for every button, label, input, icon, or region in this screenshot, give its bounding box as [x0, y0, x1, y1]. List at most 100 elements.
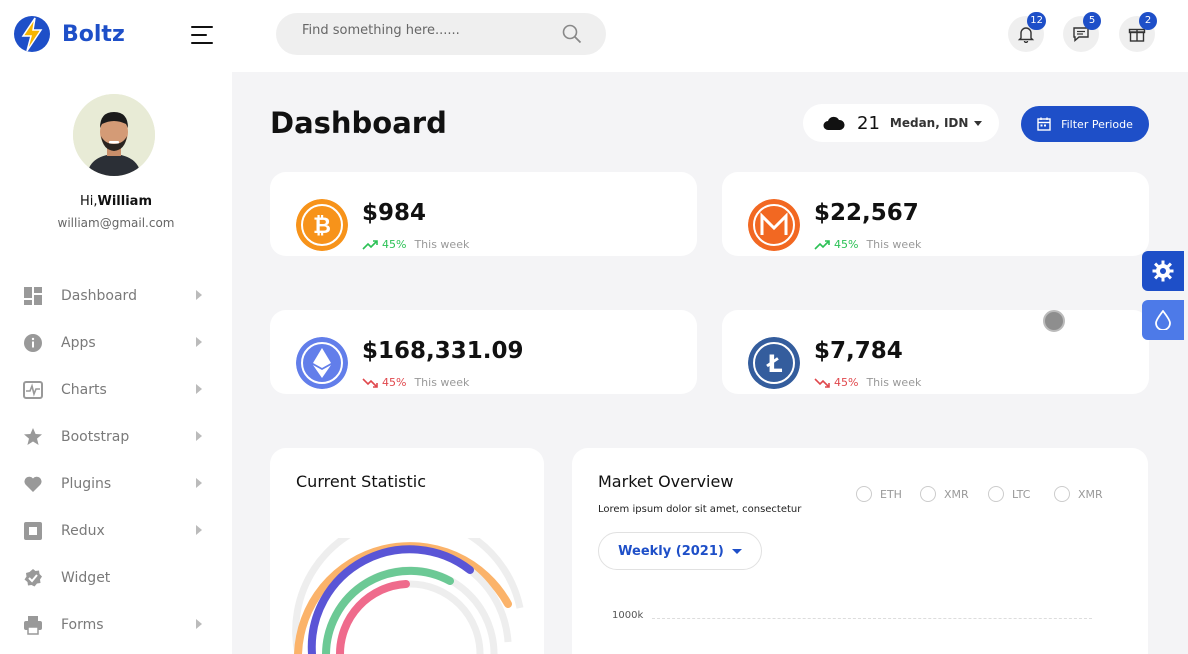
radio-eth[interactable]: ETH	[856, 486, 902, 502]
chevron-right-icon	[196, 384, 202, 394]
period-dropdown[interactable]: Weekly (2021)	[598, 532, 762, 570]
radio-ltc[interactable]: LTC	[988, 486, 1030, 502]
messages-button[interactable]: 5	[1063, 12, 1101, 52]
panel-subtitle: Lorem ipsum dolor sit amet, consectetur	[598, 504, 802, 515]
badge-check-icon	[22, 567, 44, 589]
trend-period: This week	[866, 376, 922, 389]
sidebar-item-bootstrap[interactable]: Bootstrap	[22, 413, 212, 460]
droplet-icon	[1155, 310, 1171, 330]
temperature: 21	[857, 112, 880, 134]
ring-purple	[307, 545, 474, 654]
monero-icon	[748, 199, 800, 251]
radio-label: LTC	[1012, 487, 1031, 501]
market-overview-panel: Market Overview Lorem ipsum dolor sit am…	[572, 448, 1148, 654]
radio-label: XMR	[944, 487, 969, 501]
gifts-button[interactable]: 2	[1119, 12, 1157, 52]
trend-info: 45% This week	[362, 238, 469, 251]
sidebar-item-plugins[interactable]: Plugins	[22, 460, 212, 507]
trend-percent: 45%	[834, 238, 859, 251]
settings-button[interactable]	[1142, 251, 1184, 291]
crypto-card-bitcoin[interactable]: ₿ $984 45% This week	[270, 172, 697, 256]
grid-icon	[22, 285, 44, 307]
page-title: Dashboard	[270, 106, 447, 140]
logo[interactable]: Boltz	[12, 14, 125, 54]
sidebar-item-forms[interactable]: Forms	[22, 601, 212, 648]
gear-icon	[1152, 260, 1174, 282]
crypto-card-litecoin[interactable]: Ł $7,784 45% This week	[722, 310, 1149, 394]
notification-count-badge: 12	[1027, 12, 1046, 30]
bitcoin-icon: ₿	[296, 199, 348, 251]
chevron-right-icon	[196, 619, 202, 629]
crypto-card-monero[interactable]: $22,567 45% This week	[722, 172, 1149, 256]
theme-color-button[interactable]	[1142, 300, 1184, 340]
panel-title: Current Statistic	[296, 472, 426, 491]
sidebar-item-label: Charts	[61, 381, 107, 398]
sidebar-item-apps[interactable]: Apps	[22, 319, 212, 366]
sidebar-item-redux[interactable]: Redux	[22, 507, 212, 554]
calendar-icon	[1037, 117, 1051, 131]
trend-up-icon	[814, 239, 830, 250]
trend-info: 45% This week	[814, 376, 921, 389]
mouse-cursor-indicator	[1043, 310, 1065, 332]
chevron-right-icon	[196, 337, 202, 347]
radio-circle	[988, 486, 1004, 502]
trend-down-icon	[814, 377, 830, 388]
menu-toggle-button[interactable]	[191, 26, 215, 46]
trend-period: This week	[866, 238, 922, 251]
user-email: william@gmail.com	[57, 216, 175, 230]
trend-up-icon	[362, 239, 378, 250]
top-bar: Boltz 12 5 2	[0, 0, 1188, 72]
weather-location-selector[interactable]: 21 Medan, IDN	[803, 104, 999, 142]
star-icon	[22, 426, 44, 448]
bolt-logo-icon	[14, 16, 50, 52]
hamburger-line	[191, 42, 213, 44]
grid-line	[652, 618, 1092, 619]
trend-percent: 45%	[834, 376, 859, 389]
notifications-button[interactable]: 12	[1008, 12, 1046, 52]
sidebar-item-widget[interactable]: Widget	[22, 554, 212, 601]
search-icon[interactable]	[562, 24, 582, 44]
greeting-text: Hi,	[79, 194, 98, 209]
radio-circle	[1054, 486, 1070, 502]
filter-label: Filter Periode	[1061, 117, 1133, 131]
gift-count-badge: 2	[1139, 12, 1157, 30]
trend-info: 45% This week	[814, 238, 921, 251]
app-name: Boltz	[62, 21, 125, 47]
filter-periode-button[interactable]: Filter Periode	[1021, 106, 1149, 142]
chevron-right-icon	[196, 431, 202, 441]
radio-label: XMR	[1078, 487, 1103, 501]
svg-text:Ł: Ł	[765, 350, 782, 378]
hamburger-line	[191, 34, 207, 36]
bell-icon	[1017, 27, 1035, 43]
search-input[interactable]	[302, 23, 552, 38]
sidebar-item-label: Dashboard	[61, 287, 137, 304]
chart-icon	[22, 379, 44, 401]
trend-period: This week	[414, 238, 470, 251]
radio-xmr-2[interactable]: XMR	[1054, 486, 1103, 502]
trend-percent: 45%	[382, 238, 407, 251]
period-label: Weekly (2021)	[618, 543, 724, 559]
chevron-right-icon	[196, 478, 202, 488]
printer-icon	[22, 614, 44, 636]
current-statistic-panel: Current Statistic	[270, 448, 544, 654]
chat-icon	[1073, 27, 1089, 43]
crypto-card-ethereum[interactable]: $168,331.09 45% This week	[270, 310, 697, 394]
avatar[interactable]	[73, 94, 155, 176]
radio-xmr[interactable]: XMR	[920, 486, 969, 502]
sidebar: Hi,William william@gmail.com Dashboard A…	[0, 72, 232, 654]
gift-icon	[1128, 28, 1146, 42]
litecoin-icon: Ł	[748, 337, 800, 389]
trend-period: This week	[414, 376, 470, 389]
sidebar-item-dashboard[interactable]: Dashboard	[22, 272, 212, 319]
main-content: Dashboard 21 Medan, IDN Filter Periode ₿…	[232, 72, 1188, 654]
cloud-icon	[823, 116, 845, 130]
trend-info: 45% This week	[362, 376, 469, 389]
ethereum-icon	[296, 337, 348, 389]
radio-circle	[920, 486, 936, 502]
svg-text:₿: ₿	[313, 214, 331, 239]
track-ring	[292, 538, 524, 654]
sidebar-item-label: Redux	[61, 522, 105, 539]
crypto-value: $984	[362, 200, 427, 226]
square-icon	[22, 520, 44, 542]
sidebar-item-charts[interactable]: Charts	[22, 366, 212, 413]
